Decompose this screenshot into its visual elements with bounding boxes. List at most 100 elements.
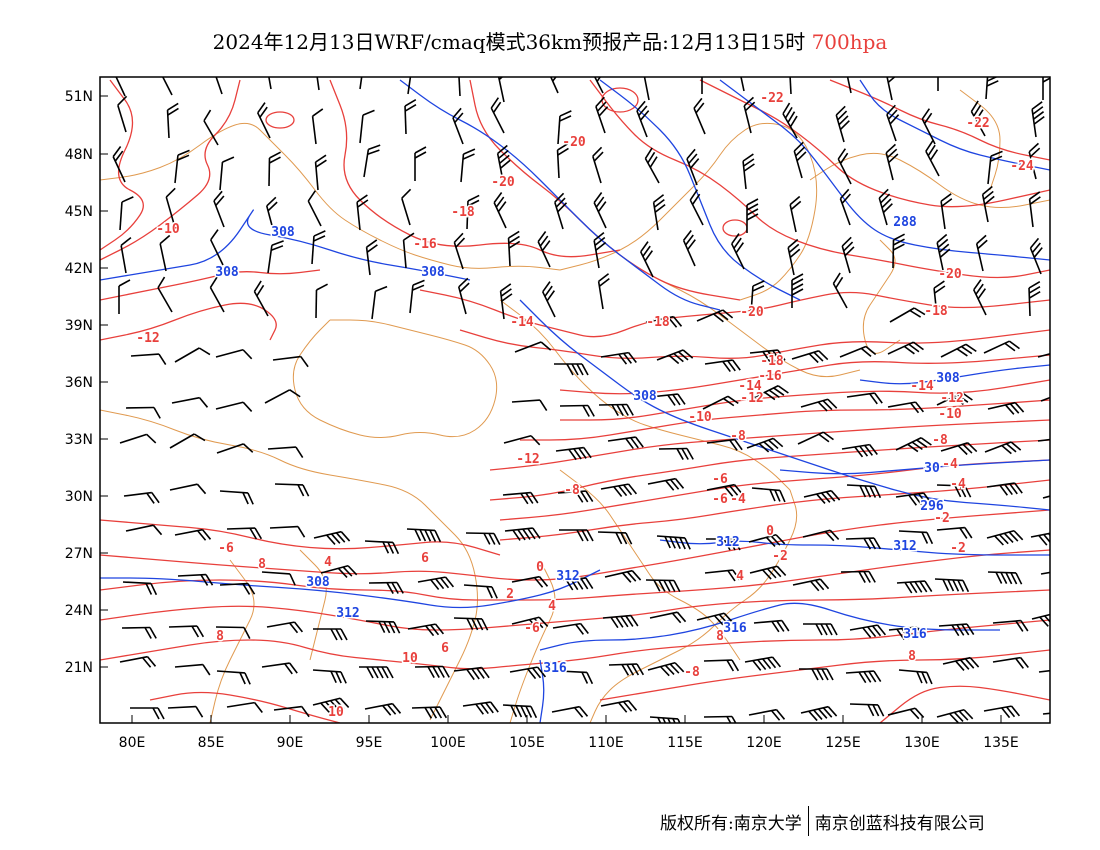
isotherm-line: [149, 691, 341, 723]
wind-barb-icon: [983, 340, 1020, 354]
wind-barb-icon: [886, 104, 900, 142]
wind-barb-icon: [703, 715, 739, 723]
height-label: 30: [924, 461, 940, 476]
wind-barb-icon: [696, 612, 734, 626]
wind-barb-icon: [409, 279, 425, 314]
wind-barb-icon: [159, 234, 171, 272]
wind-barb-icon: [406, 528, 442, 543]
wind-barb-icon: [511, 575, 549, 588]
lon-label: 80E: [119, 735, 146, 751]
wind-barb-icon: [986, 529, 1024, 546]
wind-barb-icon: [689, 189, 704, 226]
wind-barb-icon: [749, 565, 787, 580]
title-text: 2024年12月13日WRF/cmaq模式36km预报产品:12月13日15时: [212, 30, 806, 54]
height-contour: [539, 602, 1000, 651]
wind-barb-icon: [840, 570, 876, 583]
wind-barb-icon: [701, 77, 703, 94]
wind-barb-icon: [1037, 348, 1050, 358]
wind-barb-icon: [267, 240, 284, 274]
wind-barb-icon: [215, 626, 251, 639]
wind-barb-icon: [839, 188, 852, 226]
wind-barb-icon: [940, 343, 977, 358]
wind-barb-icon: [368, 581, 404, 594]
wind-barb-icon: [407, 623, 445, 637]
wind-barb-icon: [130, 707, 165, 720]
wind-barb-icon: [800, 705, 838, 722]
height-label: 312: [556, 569, 579, 584]
isotherm-line: [100, 589, 1050, 631]
height-label: 316: [723, 621, 747, 636]
height-contour: [100, 569, 601, 609]
wind-barb-icon: [942, 656, 980, 671]
wind-barb-icon: [752, 385, 789, 401]
wind-barb-icon: [313, 530, 351, 545]
wind-barb-icon: [835, 105, 850, 143]
wind-barb-icon: [849, 703, 885, 717]
isotherm-line: [100, 509, 1050, 581]
wind-barb-icon: [1028, 191, 1041, 228]
isotherm-label: 6: [421, 551, 429, 566]
lat-label: 42N: [65, 261, 93, 277]
lon-label: 100E: [430, 735, 466, 751]
wind-barb-icon: [404, 98, 417, 135]
wind-barb-icon: [177, 573, 214, 586]
wind-barb-icon: [312, 669, 347, 684]
isotherm-line: [469, 79, 741, 301]
isotherm-line: [559, 379, 1050, 421]
wind-barb-icon: [226, 527, 263, 540]
isotherm-label: -18: [924, 304, 948, 319]
wind-barb-icon: [363, 144, 381, 178]
isotherm-label: -12: [516, 452, 539, 467]
wind-barb-icon: [589, 77, 605, 94]
wind-barb-icon: [782, 102, 798, 139]
wind-barb-icon: [257, 102, 271, 139]
wind-barb-icon: [219, 156, 235, 191]
wind-barb-icon: [219, 490, 254, 505]
wind-barb-icon: [921, 108, 936, 145]
wind-barb-icon: [158, 77, 173, 96]
wind-barb-icon: [846, 392, 883, 405]
wind-barb-icon: [896, 580, 933, 594]
wind-barb-icon: [365, 620, 401, 634]
map-content: -22-22-24-20-20-18-10-16-20-14-18-20-18-…: [100, 77, 1050, 723]
wind-barb-icon: [592, 146, 604, 184]
lon-label: 120E: [746, 735, 782, 751]
latitude-axis: 51N 48N 45N 42N 39N 36N 33N 30N 27N 24N 21N: [65, 89, 108, 676]
lon-label: 90E: [277, 735, 304, 751]
wind-barb-icon: [1042, 710, 1050, 715]
boundary-line: [959, 89, 1001, 191]
boundary-line: [100, 409, 478, 721]
boundary-line: [659, 279, 861, 378]
wind-barb-icon: [604, 569, 642, 583]
wind-barb-icon: [503, 434, 541, 446]
wind-barb-icon: [803, 623, 838, 636]
isotherm-label: -20: [562, 135, 586, 150]
isotherm-label: -22: [966, 116, 989, 131]
wind-barb-icon: [210, 229, 224, 266]
wind-barb-icon: [122, 581, 158, 596]
height-contour: [779, 459, 1050, 475]
wind-barb-icon: [364, 540, 400, 555]
wind-barb-icon: [1042, 489, 1050, 499]
wind-barb-icon: [554, 363, 589, 376]
wind-barb-icon: [792, 578, 830, 592]
height-contour: [599, 79, 801, 301]
boundary-line: [862, 239, 901, 354]
height-contour: [659, 539, 1050, 556]
wind-barb-icon: [703, 659, 740, 672]
height-contour: [859, 79, 1050, 171]
wind-barb-icon: [593, 231, 607, 269]
wind-barb-icon: [216, 443, 254, 454]
wind-barb-icon: [313, 628, 348, 641]
wind-barb-icon: [706, 538, 741, 551]
wind-barb-icon: [119, 433, 157, 444]
wind-barb-icon: [264, 389, 301, 404]
isotherm-line: [100, 302, 277, 341]
boundary-line: [100, 122, 561, 271]
wind-barb-icon: [261, 662, 298, 675]
wind-barb-icon: [1031, 101, 1045, 138]
wind-barb-icon: [1028, 280, 1041, 317]
wind-barb-icon: [636, 100, 650, 138]
isotherm-label: -14: [738, 379, 762, 394]
wind-barb-icon: [936, 484, 972, 498]
